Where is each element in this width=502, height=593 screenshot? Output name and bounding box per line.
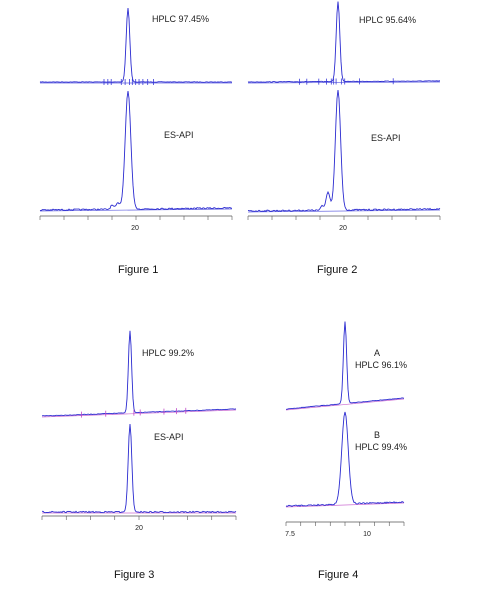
figure-2-x-tick-label: 20: [339, 225, 347, 232]
figure-4-x-tick-label: 10: [363, 531, 371, 538]
figure-3-x-tick-label: 20: [135, 525, 143, 532]
figure-2-top-trace: [247, 1, 441, 83]
figure-1-bot-label: ES-API: [164, 130, 194, 140]
figure-2-top-label: HPLC 95.64%: [359, 15, 416, 25]
figure-4-bot-trace: [285, 411, 405, 508]
figure-4-top-baseline: [285, 398, 405, 411]
figure-1-top-label: HPLC 97.45%: [152, 14, 209, 24]
figure-4-top-trace: [285, 321, 405, 410]
figure-1-x-tick-label: 20: [131, 225, 139, 232]
figure-2-bot-label: ES-API: [371, 133, 401, 143]
figure-1-caption: Figure 1: [118, 264, 159, 276]
figure-3-top-trace: [41, 330, 237, 417]
figure-4-top-sample-label: A: [374, 348, 380, 358]
figure-4-caption: Figure 4: [318, 569, 359, 581]
figure-2-top-baseline: [247, 81, 441, 84]
figure-4-x-tick-label: 7.5: [285, 531, 295, 538]
figure-3-bot-label: ES-API: [154, 432, 184, 442]
figure-3-bot-trace: [41, 423, 237, 514]
figure-1-bot-trace: [39, 91, 232, 212]
figure-2-bot-baseline: [247, 209, 441, 213]
figure-3-top-label: HPLC 99.2%: [142, 348, 194, 358]
figure-2-bot-trace: [247, 90, 441, 213]
figure-3-caption: Figure 3: [114, 569, 155, 581]
figure-2-caption: Figure 2: [317, 264, 358, 276]
figure-3-top-baseline: [41, 409, 237, 418]
figure-4-bot-label: HPLC 99.4%: [355, 442, 407, 452]
figure-4-bot-sample-label: B: [374, 430, 380, 440]
figure-1-bot-baseline: [39, 208, 233, 212]
figure-4-bot-baseline: [285, 502, 405, 508]
figure-4-top-label: HPLC 96.1%: [355, 360, 407, 370]
